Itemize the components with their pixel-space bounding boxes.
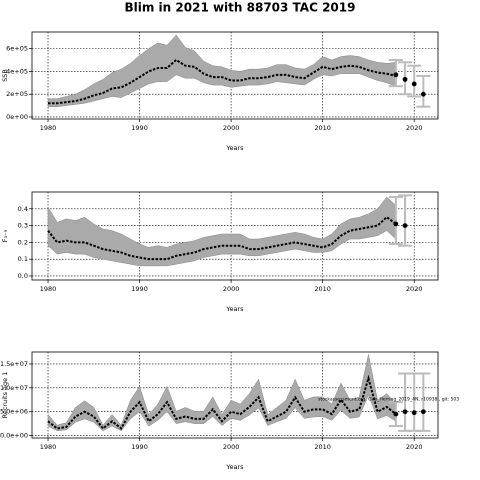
forecast-point [393, 72, 399, 78]
x-tick-label: 1990 [131, 285, 148, 293]
y-tick-label: 0.0 [18, 272, 28, 280]
annotation: stockassessment.org, Geo_Herring_2019_4N… [318, 397, 459, 403]
x-tick-label: 1990 [131, 443, 148, 451]
forecast-point [420, 409, 426, 415]
y-axis-label: SSB [1, 69, 9, 82]
x-tick-label: 2020 [406, 285, 423, 293]
forecast-point [402, 223, 408, 228]
x-tick-label: 2000 [223, 285, 240, 293]
forecast-point [402, 76, 408, 82]
y-tick-label: 0e+00 [6, 113, 28, 121]
x-tick-label: 1980 [40, 124, 57, 132]
y-tick-label: 4e+05 [6, 67, 28, 75]
x-tick-label: 2000 [223, 124, 240, 132]
y-axis-label: Recruits age 1 [1, 372, 9, 419]
forecast-point [411, 410, 417, 416]
x-tick-label: 1980 [40, 443, 57, 451]
plot-area [32, 352, 438, 438]
x-tick-label: 2010 [314, 124, 331, 132]
y-tick-label: 5.0e+06 [0, 408, 28, 416]
x-tick-label: 2010 [314, 443, 331, 451]
forecast-point [402, 409, 408, 415]
plot-area [32, 192, 438, 280]
x-tick-label: 1990 [131, 124, 148, 132]
y-tick-label: 0.0e+00 [0, 432, 28, 440]
confidence-band [47, 354, 397, 432]
y-tick-label: 1.5e+07 [0, 360, 28, 368]
x-tick-label: 2000 [223, 443, 240, 451]
y-tick-label: 0.2 [18, 238, 28, 246]
x-axis-label: Years [225, 305, 244, 313]
confidence-band [47, 196, 397, 267]
y-tick-label: 0.1 [18, 255, 28, 263]
y-tick-label: 2e+05 [6, 90, 28, 98]
estimate-line [47, 215, 397, 261]
estimate-line [47, 374, 397, 430]
y-tick-label: 0.4 [18, 205, 28, 213]
plot-frame [31, 191, 439, 281]
forecast-point [393, 221, 399, 227]
forecast-point [393, 411, 399, 417]
chart-title: Blim in 2021 with 88703 TAC 2019 [125, 1, 356, 15]
forecast-point [420, 91, 426, 97]
x-tick-label: 1980 [40, 285, 57, 293]
x-tick-label: 2010 [314, 285, 331, 293]
y-tick-label: 0.3 [18, 222, 28, 230]
plot-area [32, 32, 438, 119]
forecast-point [411, 81, 417, 87]
y-tick-label: 6e+05 [6, 45, 28, 53]
confidence-band [47, 34, 397, 107]
x-tick-label: 2020 [406, 443, 423, 451]
x-axis-label: Years [225, 463, 244, 471]
y-tick-label: 1.0e+07 [0, 384, 28, 392]
y-axis-label: F₃₋₉ [1, 229, 9, 242]
plot-frame [31, 31, 439, 120]
x-axis-label: Years [225, 144, 244, 152]
plot-frame [31, 351, 439, 439]
estimate-line [48, 58, 397, 105]
x-tick-label: 2020 [406, 124, 423, 132]
